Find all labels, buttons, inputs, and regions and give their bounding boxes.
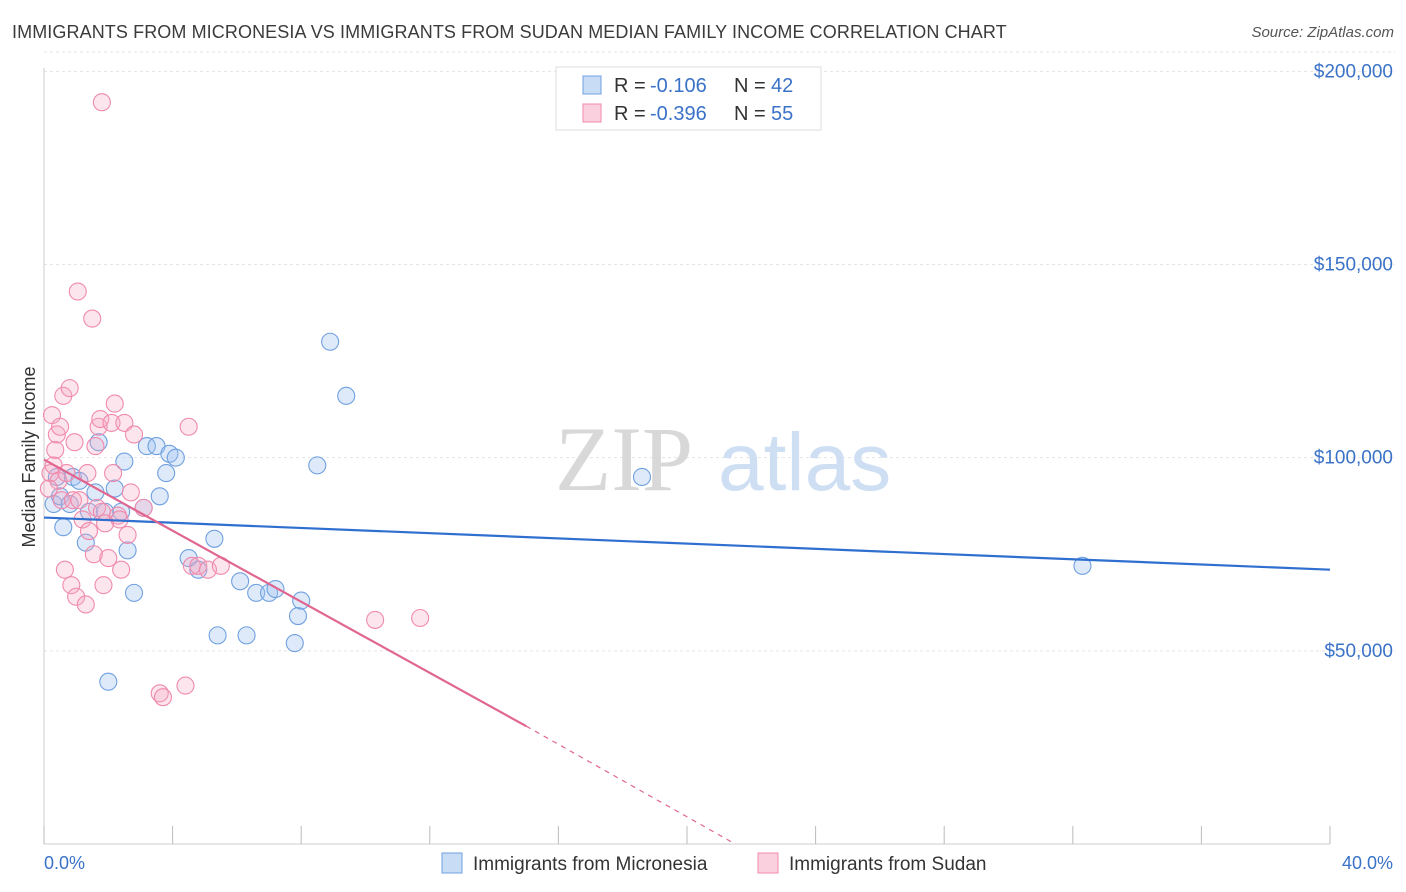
y-tick-label: $100,000 (1314, 448, 1393, 469)
micronesia-point (137, 437, 156, 456)
legend-r-label-2: R = (614, 103, 646, 125)
sudan-point (189, 556, 208, 575)
micronesia-point (247, 583, 266, 602)
sudan-point (65, 433, 84, 452)
sudan-point (79, 522, 99, 541)
sudan-point (78, 464, 97, 483)
micronesia-point (285, 634, 304, 653)
sudan-point (68, 282, 87, 301)
source-credit: Source: ZipAtlas.com (1251, 24, 1394, 41)
micronesia-point (115, 452, 134, 471)
sudan-point (92, 93, 111, 112)
watermark-atlas: atlas (718, 417, 891, 508)
y-tick-label: $50,000 (1324, 641, 1393, 662)
watermark-zip: ZIP (555, 408, 693, 510)
sudan-point (86, 437, 105, 456)
sudan-point (102, 413, 121, 432)
micronesia-point (337, 386, 356, 405)
y-tick-label: $150,000 (1314, 254, 1393, 275)
sudan-point (179, 417, 198, 436)
sudan-point (105, 394, 124, 413)
stats-legend: R = -0.106 N = 42 R = -0.396 N = 55 (555, 66, 822, 131)
chart-title: IMMIGRANTS FROM MICRONESIA VS IMMIGRANTS… (12, 22, 1007, 42)
micronesia-point (208, 626, 227, 645)
sudan-point (70, 491, 89, 510)
y-tick-labels: $50,000 $100,000 $150,000 $200,000 (1314, 61, 1393, 662)
sudan-point (118, 525, 137, 544)
sudan-point (115, 413, 134, 432)
micronesia-point (288, 607, 308, 626)
micronesia-point (237, 626, 256, 645)
micronesia-point (321, 332, 340, 351)
micronesia-point (99, 672, 118, 691)
micronesia-point (632, 467, 652, 487)
sudan-point (99, 549, 118, 568)
sudan-point (176, 676, 195, 695)
sudan-point (84, 545, 103, 564)
sudan-point (67, 587, 86, 606)
trend-lines (43, 458, 1331, 845)
x-tick-label: 0.0% (44, 853, 85, 873)
legend-r-label-1: R = (614, 75, 646, 97)
sudan-trend-line (43, 458, 527, 728)
micronesia-point (150, 487, 169, 506)
sudan-point (112, 560, 131, 579)
sudan-point (121, 483, 140, 502)
micronesia-trend-line (43, 516, 1331, 571)
micronesia-point (118, 541, 137, 560)
sudan-point (411, 608, 430, 628)
legend-swatch-sudan-bottom (757, 852, 779, 874)
sudan-point (104, 464, 123, 483)
micronesia-point (166, 448, 185, 467)
legend-label-sudan: Immigrants from Sudan (789, 854, 986, 875)
legend-swatch-micronesia-bottom (441, 852, 463, 874)
sudan-trend-extension (525, 725, 736, 845)
legend-n-label-1: N = (734, 75, 766, 97)
legend-r-value-1: -0.106 (650, 75, 707, 97)
y-axis-label: Median Family Income (19, 366, 39, 547)
series-micronesia (44, 332, 1092, 691)
sudan-point (76, 595, 95, 614)
legend-n-value-1: 42 (771, 75, 793, 97)
x-tick-labels: 0.0% 40.0% (44, 853, 1393, 873)
micronesia-point (1073, 556, 1092, 575)
sudan-point (62, 576, 81, 595)
sudan-point (55, 560, 74, 579)
legend-r-value-2: -0.396 (650, 103, 707, 125)
micronesia-point (205, 529, 224, 548)
micronesia-point (124, 583, 144, 602)
y-tick-label: $200,000 (1314, 61, 1393, 82)
sudan-point (91, 409, 110, 429)
sudan-point (83, 309, 102, 328)
series-legend: Immigrants from Micronesia Immigrants fr… (441, 852, 986, 875)
legend-swatch-sudan (582, 103, 602, 123)
legend-n-value-2: 55 (771, 103, 793, 125)
sudan-point (51, 417, 70, 436)
series-sudan (39, 93, 430, 707)
sudan-point (153, 688, 173, 707)
sudan-point (124, 425, 144, 444)
sudan-point (63, 491, 82, 510)
sudan-point (60, 379, 79, 398)
legend-label-micronesia: Immigrants from Micronesia (473, 854, 708, 875)
grid (44, 51, 1395, 652)
sudan-point (46, 440, 65, 459)
micronesia-point (157, 464, 176, 483)
legend-n-label-2: N = (734, 103, 766, 125)
sudan-point (94, 576, 113, 595)
axes (43, 68, 1331, 845)
sudan-point (39, 479, 58, 498)
micronesia-point (54, 518, 73, 537)
legend-swatch-micronesia (582, 75, 602, 95)
sudan-point (366, 610, 385, 629)
micronesia-point (231, 572, 250, 591)
x-tick-label: 40.0% (1342, 853, 1393, 873)
micronesia-point (308, 456, 327, 475)
